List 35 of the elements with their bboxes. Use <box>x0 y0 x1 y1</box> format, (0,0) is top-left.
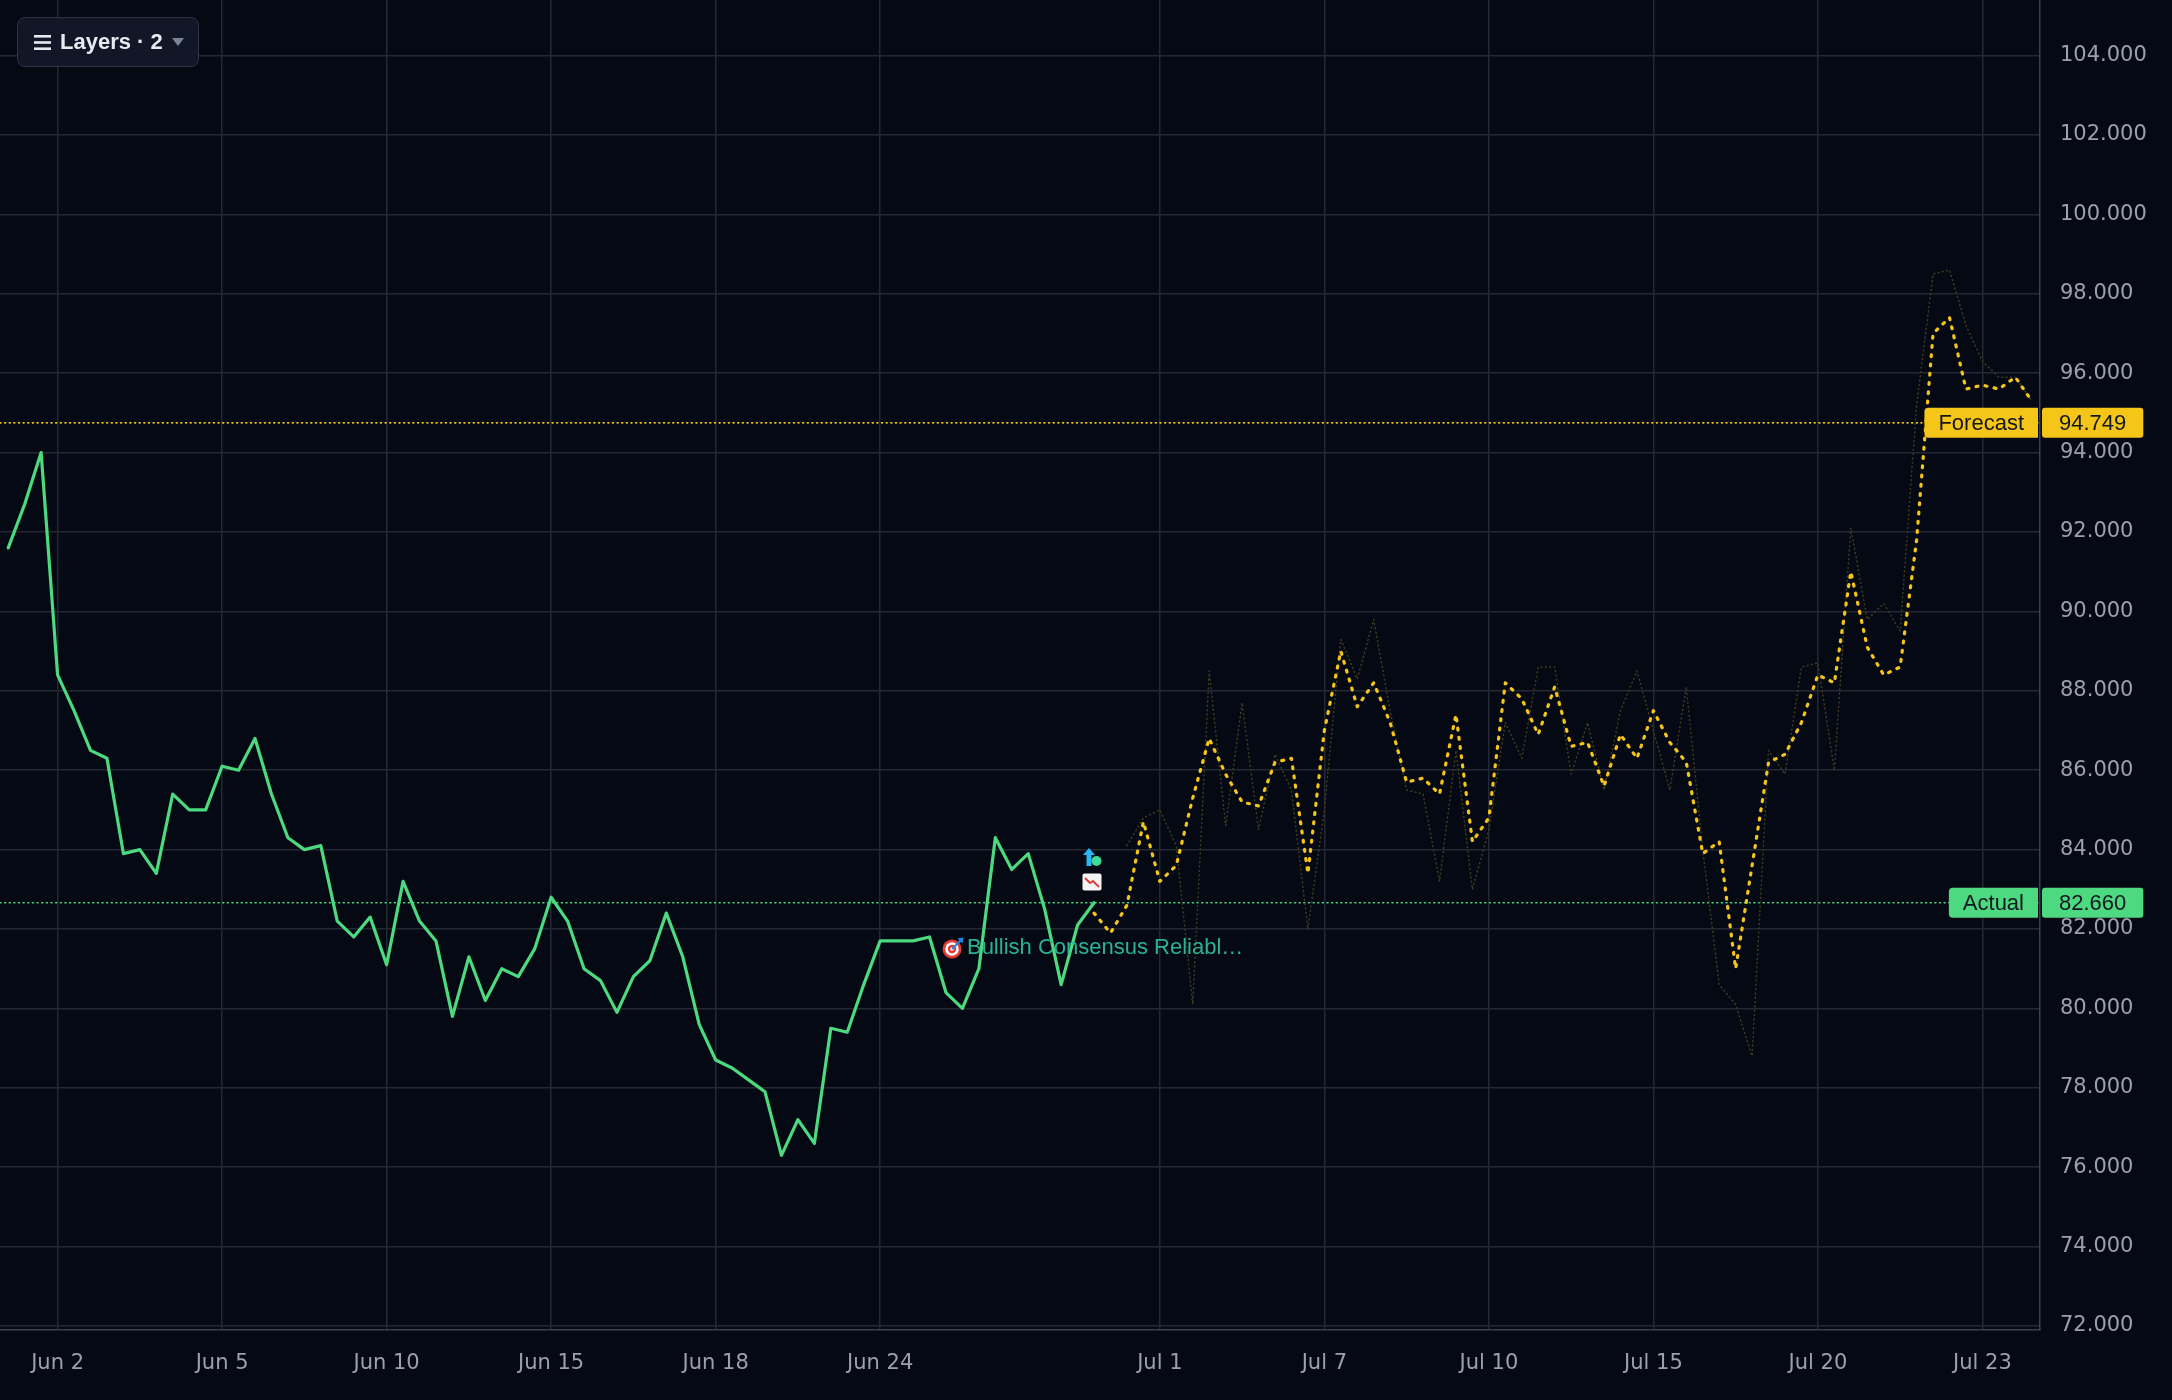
y-tick-label: 88.000 <box>2060 677 2134 702</box>
x-tick-label: Jul 20 <box>1786 1350 1848 1375</box>
y-tick-label: 100.000 <box>2060 200 2147 225</box>
dropdown-button: Layers · 2 <box>17 17 199 67</box>
ref-line-label: Actual <box>1962 889 2025 915</box>
x-tick-label: Jun 5 <box>193 1350 249 1375</box>
x-tick-label: Jun 15 <box>516 1350 585 1375</box>
y-tick-label: 98.000 <box>2060 280 2134 305</box>
x-tick-label: Jul 10 <box>1457 1350 1519 1375</box>
y-tick-label: 86.000 <box>2060 756 2134 781</box>
y-tick-label: 104.000 <box>2060 42 2147 67</box>
annotation: Layers · 2 <box>60 29 163 55</box>
y-tick-label: 76.000 <box>2060 1153 2134 1178</box>
y-tick-label: 78.000 <box>2060 1074 2134 1099</box>
x-tick-label: Jul 23 <box>1951 1350 2012 1375</box>
x-tick-label: Jul 7 <box>1299 1350 1348 1375</box>
y-tick-label: 96.000 <box>2060 359 2134 384</box>
text: 94.749 <box>2059 409 2127 435</box>
y-tick-label: 80.000 <box>2060 994 2134 1019</box>
y-tick-label: 92.000 <box>2060 518 2134 543</box>
x-tick-label: Jun 24 <box>845 1350 914 1375</box>
y-tick-label: 102.000 <box>2060 121 2147 146</box>
text: 82.660 <box>2059 889 2127 915</box>
x-tick-label: Jun 10 <box>351 1350 420 1375</box>
x-tick-label: Jul 15 <box>1622 1350 1683 1375</box>
x-tick-label: Jul 1 <box>1135 1350 1183 1375</box>
x-tick-label: Jun 2 <box>29 1350 85 1375</box>
x-tick-label: Jun 18 <box>680 1350 749 1375</box>
y-tick-label: 74.000 <box>2060 1233 2134 1258</box>
y-tick-label: 84.000 <box>2060 836 2134 861</box>
y-tick-label: 94.000 <box>2060 439 2134 464</box>
y-tick-label: 72.000 <box>2060 1312 2134 1337</box>
y-tick-label: 90.000 <box>2060 597 2134 622</box>
y-tick-label: 82.000 <box>2060 915 2134 940</box>
ref-line-label: Forecast <box>1938 409 2025 435</box>
